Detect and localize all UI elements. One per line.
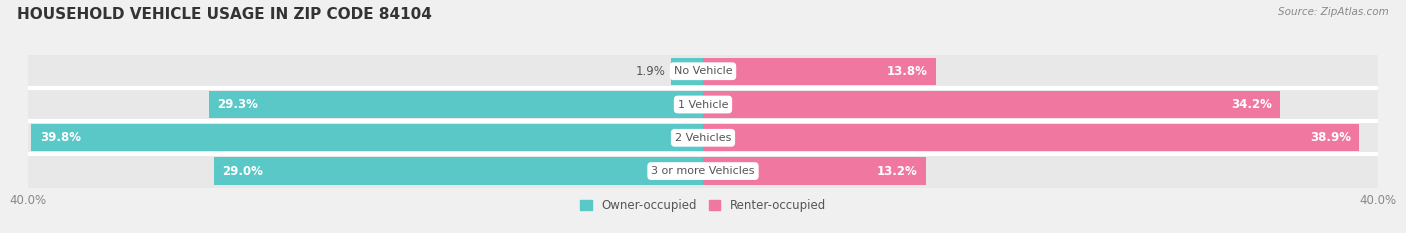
Bar [28, 88, 1378, 121]
Bar [31, 124, 703, 151]
Bar [703, 124, 1360, 151]
Bar [703, 58, 936, 85]
Bar [703, 158, 925, 185]
Text: 1 Vehicle: 1 Vehicle [678, 99, 728, 110]
Bar [28, 154, 1378, 188]
Text: No Vehicle: No Vehicle [673, 66, 733, 76]
Text: 13.2%: 13.2% [876, 164, 917, 178]
Text: 34.2%: 34.2% [1230, 98, 1271, 111]
Text: HOUSEHOLD VEHICLE USAGE IN ZIP CODE 84104: HOUSEHOLD VEHICLE USAGE IN ZIP CODE 8410… [17, 7, 432, 22]
Legend: Owner-occupied, Renter-occupied: Owner-occupied, Renter-occupied [576, 196, 830, 216]
Bar [208, 91, 703, 118]
Text: 39.8%: 39.8% [39, 131, 82, 144]
Bar [703, 91, 1279, 118]
Text: 38.9%: 38.9% [1310, 131, 1351, 144]
Text: 1.9%: 1.9% [636, 65, 666, 78]
Bar [671, 58, 703, 85]
Text: 29.3%: 29.3% [217, 98, 257, 111]
Text: 29.0%: 29.0% [222, 164, 263, 178]
Bar [28, 121, 1378, 154]
Bar [28, 55, 1378, 88]
Text: 2 Vehicles: 2 Vehicles [675, 133, 731, 143]
Text: 13.8%: 13.8% [887, 65, 928, 78]
Text: Source: ZipAtlas.com: Source: ZipAtlas.com [1278, 7, 1389, 17]
Text: 3 or more Vehicles: 3 or more Vehicles [651, 166, 755, 176]
Bar [214, 158, 703, 185]
